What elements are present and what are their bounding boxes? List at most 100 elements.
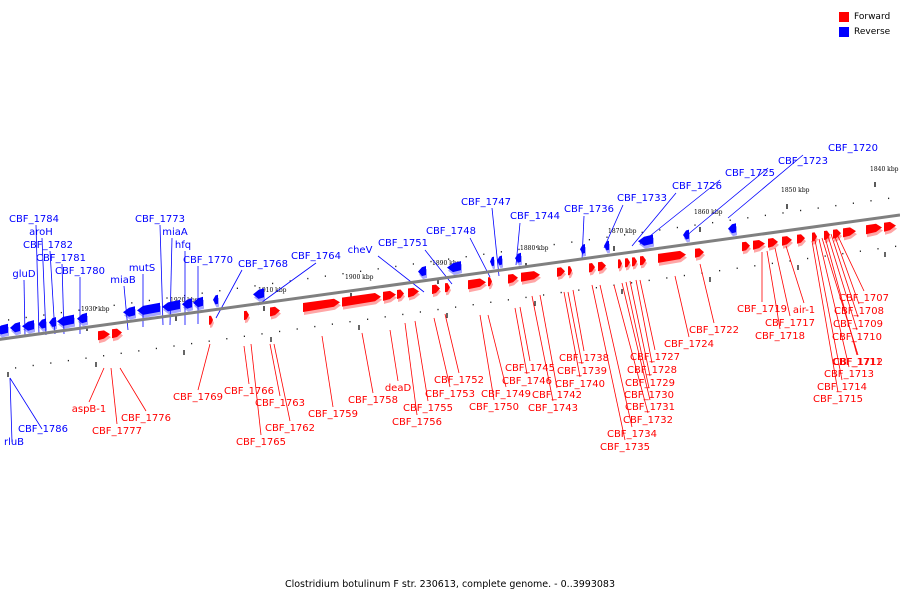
leader-line xyxy=(250,343,262,436)
forward-gene-label: CBF_1769 xyxy=(173,392,223,403)
minor-tick-bottom xyxy=(314,325,316,328)
minor-tick-top xyxy=(712,221,714,224)
leader-line xyxy=(119,367,147,412)
minor-tick-top xyxy=(78,309,80,311)
reverse-gene-label: CBF_1764 xyxy=(291,251,341,262)
leader-line xyxy=(9,377,43,430)
forward-gene xyxy=(488,277,492,287)
reverse-gene-label: rluB xyxy=(4,437,24,448)
minor-tick-top xyxy=(676,226,678,229)
minor-tick-bottom xyxy=(631,282,633,284)
forward-gene xyxy=(632,257,637,267)
reverse-gene xyxy=(123,306,135,317)
forward-gene-label: CBF_1729 xyxy=(625,378,675,389)
minor-tick-bottom xyxy=(736,267,738,269)
minor-tick-top xyxy=(764,214,766,217)
reverse-gene xyxy=(253,288,264,299)
reverse-gene xyxy=(193,296,203,308)
minor-tick-top xyxy=(448,258,450,260)
leader-line xyxy=(818,238,850,368)
minor-tick-top xyxy=(483,253,485,255)
forward-gene xyxy=(445,283,450,293)
minor-tick-bottom xyxy=(120,352,122,355)
reverse-gene-label: CBF_1782 xyxy=(23,240,73,251)
forward-gene xyxy=(383,290,396,301)
forward-gene xyxy=(753,240,765,250)
minor-tick-top xyxy=(465,256,467,258)
legend-forward-swatch xyxy=(839,11,849,22)
leader-line xyxy=(487,314,507,388)
genome-caption: Clostridium botulinum F str. 230613, com… xyxy=(284,579,616,590)
leader-line xyxy=(785,245,805,304)
leader-line xyxy=(389,329,399,382)
reverse-gene xyxy=(490,256,494,267)
forward-gene xyxy=(468,278,486,290)
minor-tick-top xyxy=(835,204,837,207)
leader-line xyxy=(433,317,451,388)
forward-gene-label: CBF_1738 xyxy=(559,353,609,364)
reverse-gene-label: CBF_1751 xyxy=(378,238,428,249)
legend-reverse-label: Reverse xyxy=(854,26,891,37)
minor-tick-bottom xyxy=(859,250,861,252)
minor-tick-bottom xyxy=(261,333,263,335)
reverse-gene-label: miaA xyxy=(162,227,188,238)
forward-gene-label: CBF_1752 xyxy=(434,375,484,386)
minor-tick-bottom xyxy=(525,296,527,299)
reverse-gene xyxy=(497,255,502,266)
forward-gene xyxy=(833,229,841,239)
forward-gene xyxy=(884,221,896,232)
forward-gene-label: CBF_1714 xyxy=(817,382,867,393)
leader-line xyxy=(243,345,250,385)
forward-gene-label: CBF_1718 xyxy=(755,331,805,342)
minor-tick-bottom xyxy=(402,313,404,316)
leader-line xyxy=(35,224,40,336)
minor-tick-bottom xyxy=(155,347,157,350)
minor-tick-top xyxy=(236,287,238,290)
forward-gene xyxy=(508,274,518,284)
reverse-gene-label: CBF_1723 xyxy=(778,156,828,167)
minor-tick-top xyxy=(324,275,326,277)
forward-gene-label: CBF_1719 xyxy=(737,304,787,315)
forward-gene-label: CBF_1728 xyxy=(627,365,677,376)
minor-tick-top xyxy=(412,263,414,265)
minor-tick-bottom xyxy=(331,323,333,325)
forward-gene xyxy=(695,248,704,258)
minor-tick-top xyxy=(307,277,309,280)
reverse-gene-label: CBF_1725 xyxy=(725,168,775,179)
forward-gene-label: CBF_1766 xyxy=(224,386,274,397)
forward-gene xyxy=(866,223,882,235)
leader-line xyxy=(833,233,860,305)
minor-tick-top xyxy=(25,316,27,319)
reverse-gene-label: gluD xyxy=(12,269,35,280)
reverse-gene xyxy=(38,318,46,329)
reverse-gene-label: CBF_1781 xyxy=(36,253,86,264)
leader-line xyxy=(814,239,843,381)
forward-gene-label: CBF_1740 xyxy=(555,379,605,390)
minor-tick-top xyxy=(395,265,397,268)
gene-arrows xyxy=(0,221,897,344)
minor-tick-top xyxy=(8,319,10,321)
forward-gene xyxy=(408,287,419,298)
reverse-gene-label: CBF_1773 xyxy=(135,214,185,225)
leader-line xyxy=(269,343,281,397)
minor-tick-bottom xyxy=(138,350,140,352)
forward-gene xyxy=(98,330,110,341)
forward-gene-label: CBF_1707 xyxy=(839,293,889,304)
minor-tick-top xyxy=(729,219,731,221)
reverse-gene-label: CBF_1744 xyxy=(510,211,560,222)
legend-reverse: Reverse xyxy=(839,24,890,39)
reverse-gene xyxy=(49,317,56,327)
minor-tick-top xyxy=(342,273,344,275)
forward-gene-label: CBF_1765 xyxy=(236,437,286,448)
forward-gene-label: CBF_1715 xyxy=(813,394,863,405)
leader-line xyxy=(774,247,791,317)
minor-tick-top xyxy=(571,241,573,243)
reverse-gene-label: CBF_1748 xyxy=(426,226,476,237)
forward-gene-label: CBF_1712 xyxy=(833,357,883,368)
leader-line xyxy=(629,280,651,377)
minor-tick-top xyxy=(377,268,379,270)
leader-line xyxy=(197,343,211,391)
leader-line xyxy=(827,235,858,331)
